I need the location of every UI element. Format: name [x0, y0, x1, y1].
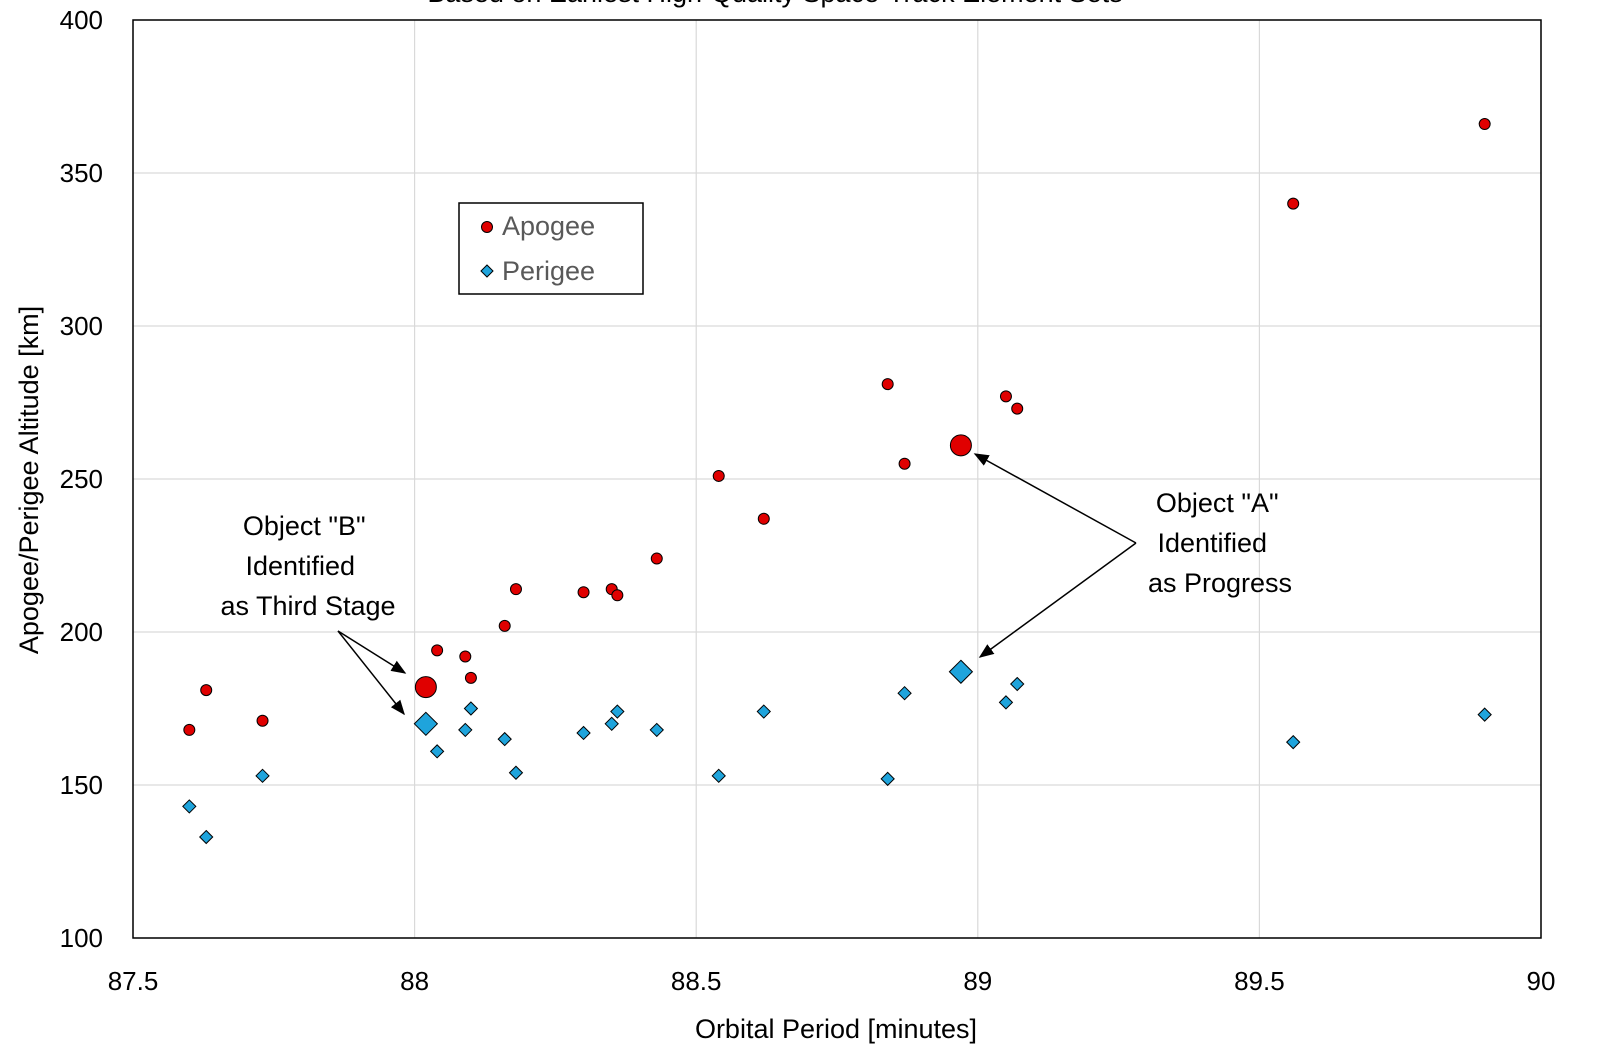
perigee-point — [880, 771, 895, 787]
perigee-point — [998, 695, 1014, 710]
perigee-point — [497, 731, 512, 747]
legend-perigee-marker — [480, 264, 494, 278]
apogee-point — [999, 390, 1012, 403]
apogee-point — [200, 684, 213, 697]
apogee-point — [577, 586, 590, 599]
y-axis-label: Apogee/Perigee Altitude [km] — [14, 306, 44, 654]
chart-title: Based on Earliest High-Quality Space-Tra… — [427, 0, 1122, 8]
perigee-point — [604, 716, 619, 732]
x-tick-label: 89 — [963, 966, 992, 996]
annotation-arrow-a-apogee — [973, 453, 1137, 544]
perigee-point — [1285, 734, 1301, 750]
apogee-point — [498, 619, 511, 632]
annotation-object-b-line: Object "B" — [243, 511, 366, 541]
apogee-point — [650, 552, 663, 565]
apogee-point — [431, 644, 444, 657]
annotation-object-b-line: as Third Stage — [220, 591, 395, 621]
x-tick-label: 87.5 — [108, 966, 159, 996]
perigee-point — [897, 685, 912, 701]
apogee-point — [881, 378, 894, 391]
x-tick-label: 88.5 — [671, 966, 722, 996]
highlighted-apogee-point — [949, 434, 972, 457]
perigee-point — [1477, 707, 1492, 722]
perigee-point — [182, 799, 197, 814]
x-axis-label: Orbital Period [minutes] — [695, 1014, 977, 1044]
y-tick-label: 200 — [60, 617, 103, 647]
perigee-point — [458, 722, 473, 738]
legend-apogee-label: Apogee — [502, 211, 595, 241]
y-tick-label: 150 — [60, 770, 103, 800]
apogee-point — [183, 723, 196, 736]
perigee-point — [711, 768, 726, 784]
perigee-point — [576, 725, 591, 741]
annotation-object-b: Object "B" Identified as Third Stage — [220, 511, 395, 621]
perigee-point — [255, 768, 270, 784]
x-tick-label: 88 — [400, 966, 429, 996]
annotation-arrow-a-perigee — [978, 542, 1137, 658]
apogee-point — [1011, 402, 1024, 415]
perigee-point — [463, 701, 479, 716]
annotation-arrow-b-perigee — [337, 630, 405, 716]
plot-area-border — [132, 19, 1542, 939]
annotation-object-a-line: Object "A" — [1156, 488, 1279, 518]
perigee-point — [649, 722, 664, 738]
annotation-object-a-line: Identified — [1157, 528, 1267, 558]
apogee-point — [898, 457, 911, 470]
apogee-point — [712, 469, 725, 482]
apogee-point — [1478, 118, 1491, 131]
y-tick-label: 300 — [60, 311, 103, 341]
y-tick-label: 100 — [60, 923, 103, 953]
perigee-point — [508, 765, 524, 780]
y-tick-label: 400 — [60, 5, 103, 35]
highlighted-perigee-point — [948, 659, 974, 684]
apogee-point — [256, 714, 269, 727]
y-tick-label: 250 — [60, 464, 103, 494]
annotation-object-a-line: as Progress — [1148, 568, 1292, 598]
apogee-point — [464, 671, 477, 684]
legend-box — [458, 202, 644, 295]
perigee-point — [756, 704, 771, 719]
apogee-point — [757, 512, 770, 525]
legend: Apogee Perigee — [458, 202, 644, 295]
highlighted-apogee-point — [414, 676, 437, 699]
highlighted-perigee-point — [413, 711, 439, 737]
legend-apogee-marker — [481, 221, 493, 233]
legend-perigee-label: Perigee — [502, 256, 595, 286]
perigee-point — [429, 744, 445, 759]
annotation-arrow-b-apogee — [337, 630, 407, 674]
x-tick-label: 89.5 — [1234, 966, 1285, 996]
perigee-point — [199, 829, 214, 845]
perigee-point — [1010, 676, 1025, 692]
y-tick-label: 350 — [60, 158, 103, 188]
apogee-point — [459, 650, 472, 663]
apogee-point — [1287, 197, 1300, 210]
apogee-point — [509, 583, 522, 596]
apogee-point — [611, 589, 624, 602]
x-tick-label: 90 — [1527, 966, 1556, 996]
annotation-object-b-line: Identified — [245, 551, 355, 581]
annotation-object-a: Object "A" Identified as Progress — [1148, 488, 1292, 598]
perigee-point — [610, 704, 625, 719]
